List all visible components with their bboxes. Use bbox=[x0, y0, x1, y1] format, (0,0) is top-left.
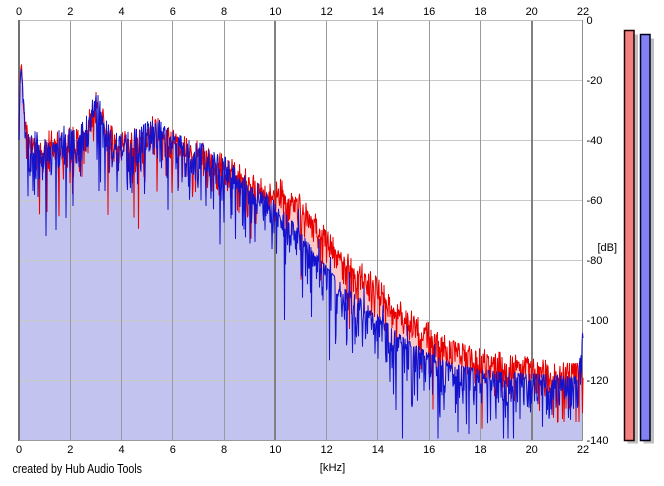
svg-text:-100: -100 bbox=[587, 315, 609, 327]
svg-text:12: 12 bbox=[320, 6, 332, 18]
svg-text:-40: -40 bbox=[587, 135, 603, 147]
svg-text:[dB]: [dB] bbox=[598, 242, 618, 254]
svg-text:[kHz]: [kHz] bbox=[320, 462, 346, 474]
svg-text:6: 6 bbox=[170, 6, 176, 18]
svg-text:12: 12 bbox=[320, 444, 332, 456]
svg-text:16: 16 bbox=[423, 444, 435, 456]
svg-text:-120: -120 bbox=[587, 375, 609, 387]
svg-text:10: 10 bbox=[269, 444, 281, 456]
svg-text:18: 18 bbox=[474, 444, 486, 456]
svg-text:14: 14 bbox=[372, 444, 384, 456]
svg-text:-20: -20 bbox=[587, 75, 603, 87]
svg-text:created by Hub Audio Tools: created by Hub Audio Tools bbox=[13, 462, 143, 476]
svg-text:20: 20 bbox=[526, 444, 538, 456]
svg-text:0: 0 bbox=[16, 444, 22, 456]
svg-text:14: 14 bbox=[372, 6, 384, 18]
svg-text:8: 8 bbox=[221, 444, 227, 456]
svg-text:4: 4 bbox=[118, 6, 124, 18]
svg-text:2: 2 bbox=[67, 444, 73, 456]
svg-text:22: 22 bbox=[577, 6, 589, 18]
svg-text:22: 22 bbox=[577, 444, 589, 456]
svg-text:6: 6 bbox=[170, 444, 176, 456]
svg-text:2: 2 bbox=[67, 6, 73, 18]
svg-text:18: 18 bbox=[474, 6, 486, 18]
svg-text:8: 8 bbox=[221, 6, 227, 18]
svg-text:16: 16 bbox=[423, 6, 435, 18]
svg-text:-140: -140 bbox=[587, 435, 609, 447]
svg-text:0: 0 bbox=[16, 6, 22, 18]
svg-text:-80: -80 bbox=[587, 255, 603, 267]
svg-text:20: 20 bbox=[526, 6, 538, 18]
svg-text:4: 4 bbox=[118, 444, 124, 456]
svg-text:10: 10 bbox=[269, 6, 281, 18]
svg-text:-60: -60 bbox=[587, 195, 603, 207]
svg-text:0: 0 bbox=[587, 15, 593, 27]
